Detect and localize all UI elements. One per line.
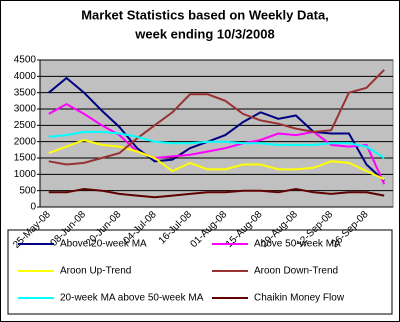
- legend-box: [7, 229, 393, 315]
- y-tick-label: 3500: [14, 87, 37, 98]
- y-tick-label: 1500: [14, 153, 37, 164]
- y-tick-label: 4500: [14, 55, 37, 66]
- y-tick-label: 3000: [14, 104, 37, 115]
- y-tick-label: 1000: [14, 169, 37, 180]
- series-line: [48, 69, 385, 166]
- legend-label: 20-week MA above 50-week MA: [60, 293, 204, 304]
- y-tick-label: 4000: [14, 71, 37, 82]
- series-line: [48, 76, 385, 182]
- y-tick-label: 2000: [14, 136, 37, 147]
- series-line: [48, 187, 385, 199]
- series-line: [48, 130, 385, 159]
- chart-subtitle: week ending 10/3/2008: [134, 26, 274, 41]
- legend-label: Aroon Up-Trend: [60, 266, 131, 277]
- legend-label: Above 20-week MA: [60, 239, 147, 250]
- y-tick-label: 2500: [14, 120, 37, 131]
- y-tick-label: 0: [30, 202, 36, 213]
- y-tick-label: 500: [19, 185, 36, 196]
- series-line: [48, 138, 385, 181]
- legend-label: Above 50-week MA: [254, 239, 341, 250]
- legend-label: Chaikin Money Flow: [254, 293, 345, 304]
- legend-label: Aroon Down-Trend: [254, 266, 338, 277]
- chart-title: Market Statistics based on Weekly Data,: [81, 7, 329, 22]
